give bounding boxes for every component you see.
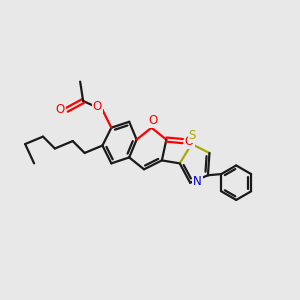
Text: O: O	[92, 100, 102, 113]
Text: N: N	[193, 175, 202, 188]
Text: O: O	[148, 114, 158, 127]
Text: S: S	[188, 129, 196, 142]
Text: O: O	[56, 103, 65, 116]
Text: O: O	[184, 135, 194, 148]
